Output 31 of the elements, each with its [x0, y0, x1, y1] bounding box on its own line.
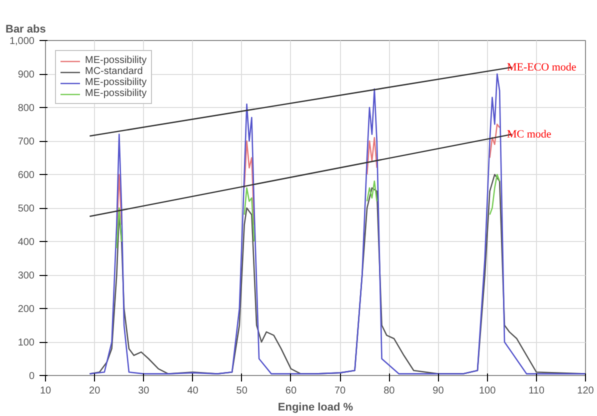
- y-tick-label: 300: [18, 270, 35, 282]
- y-tick-label: 100: [18, 338, 35, 348]
- x-tick-label: 30: [138, 386, 150, 396]
- x-tick-label: 110: [528, 386, 545, 396]
- x-tick-label: 80: [384, 386, 396, 396]
- x-tick-label: 10: [40, 386, 52, 396]
- y-tick-label: 600: [18, 170, 35, 181]
- x-tick-label: 60: [285, 386, 297, 396]
- y-tick-label: 500: [18, 204, 35, 214]
- legend-label: ME-possibility: [85, 55, 147, 66]
- y-tick-label: 0: [28, 371, 35, 382]
- x-tick-label: 120: [577, 386, 594, 396]
- x-tick-label: 100: [478, 386, 496, 396]
- annotation: ME-ECO mode: [506, 61, 576, 74]
- annotation: MC mode: [506, 128, 552, 140]
- y-tick-label: 800: [18, 103, 35, 114]
- x-tick-label: 40: [187, 386, 199, 396]
- legend-label: MC-standard: [85, 66, 143, 77]
- y-tick-label: 200: [18, 304, 35, 315]
- y-axis-title: Bar abs: [6, 24, 46, 36]
- x-tick-label: 70: [334, 386, 346, 396]
- x-tick-label: 20: [89, 386, 101, 396]
- x-tick-label: 90: [432, 386, 444, 396]
- y-tick-label: 900: [18, 70, 35, 80]
- legend-label: ME-possibility: [85, 77, 147, 88]
- x-tick-label: 50: [236, 386, 248, 396]
- y-tick-label: 400: [18, 237, 35, 248]
- legend-label: ME-possibility: [85, 88, 147, 99]
- y-tick-label: 700: [18, 136, 35, 148]
- y-tick-label: 1,000: [9, 36, 35, 47]
- x-axis-title: Engine load %: [278, 402, 354, 414]
